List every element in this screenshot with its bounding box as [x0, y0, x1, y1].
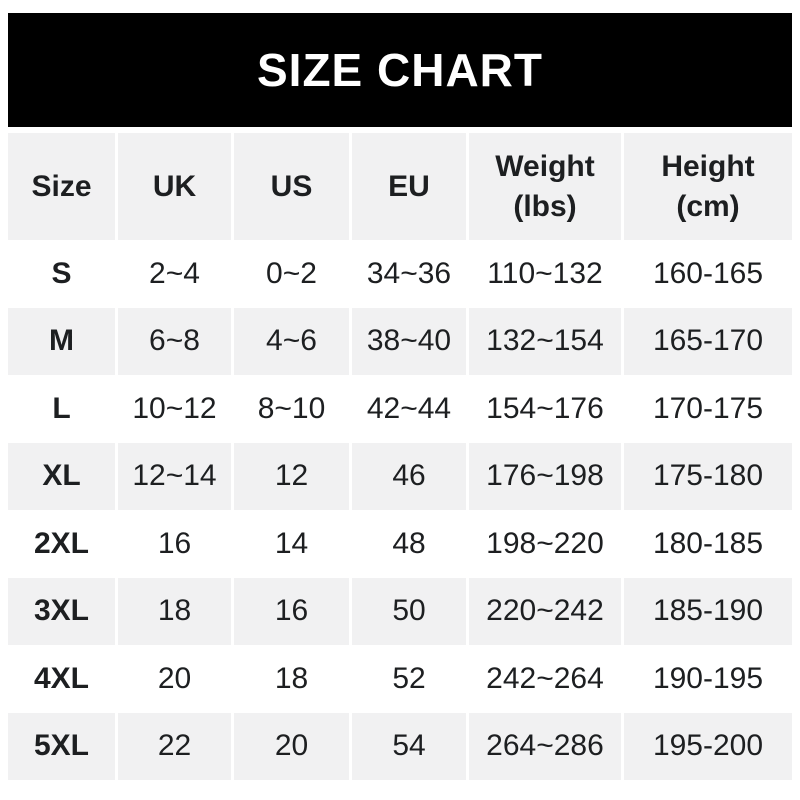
cell-height: 165-170: [624, 307, 792, 375]
cell-us: 0~2: [266, 256, 317, 290]
cell-height: 160-165: [652, 256, 764, 290]
cell-uk: 16: [157, 526, 192, 560]
cell-eu: 48: [392, 526, 426, 560]
header-cell-height: Height (cm): [624, 133, 792, 240]
cell-us: 20: [234, 712, 349, 780]
cell-size: 2XL: [33, 526, 90, 560]
header-cell-us: US: [234, 133, 349, 240]
cell-size: 3XL: [8, 577, 115, 645]
cell-weight: 220~242: [469, 577, 621, 645]
cell-eu: 46: [352, 442, 466, 510]
table-row: L 10~12 8~10 42~44 154~176 170-175: [8, 375, 792, 443]
cell-height: 185-190: [624, 577, 792, 645]
table-row: M 6~8 4~6 38~40 132~154 165-170: [8, 307, 792, 375]
cell-uk: 18: [118, 577, 231, 645]
cell-weight: 198~220: [486, 526, 604, 560]
header-label: Size: [31, 169, 92, 203]
cell-uk: 20: [157, 661, 192, 695]
cell-size: 4XL: [33, 661, 90, 695]
cell-eu: 34~36: [366, 256, 452, 290]
cell-size: XL: [8, 442, 115, 510]
cell-weight: 154~176: [486, 391, 604, 425]
header-label: Height: [661, 149, 755, 183]
header-cell-size: Size: [8, 133, 115, 240]
cell-height: 170-175: [652, 391, 764, 425]
cell-size: L: [52, 391, 71, 425]
cell-us: 8~10: [257, 391, 326, 425]
header-sublabel: (lbs): [513, 189, 577, 223]
cell-eu: 52: [392, 661, 426, 695]
header-label: US: [270, 169, 313, 203]
table-row: 3XL 18 16 50 220~242 185-190: [8, 577, 792, 645]
cell-weight: 176~198: [469, 442, 621, 510]
table-row: XL 12~14 12 46 176~198 175-180: [8, 442, 792, 510]
cell-height: 190-195: [652, 661, 764, 695]
cell-uk: 10~12: [132, 391, 217, 425]
cell-size: 5XL: [8, 712, 115, 780]
cell-weight: 110~132: [487, 256, 603, 290]
table-header-row: Size UK US EU Weight (lbs) Height (cm): [8, 133, 792, 240]
cell-us: 14: [274, 526, 309, 560]
cell-size: M: [8, 307, 115, 375]
cell-eu: 50: [352, 577, 466, 645]
cell-height: 180-185: [652, 526, 764, 560]
table-body: S 2~4 0~2 34~36 110~132 160-165 M 6~8 4~…: [8, 240, 792, 780]
cell-uk: 6~8: [118, 307, 231, 375]
cell-us: 4~6: [234, 307, 349, 375]
header-label: EU: [388, 169, 430, 203]
cell-eu: 54: [352, 712, 466, 780]
cell-eu: 38~40: [352, 307, 466, 375]
table-row: 5XL 22 20 54 264~286 195-200: [8, 712, 792, 780]
cell-height: 175-180: [624, 442, 792, 510]
cell-us: 18: [274, 661, 309, 695]
cell-us: 16: [234, 577, 349, 645]
cell-us: 12: [234, 442, 349, 510]
header-cell-uk: UK: [118, 133, 231, 240]
cell-uk: 2~4: [149, 256, 200, 290]
cell-weight: 132~154: [469, 307, 621, 375]
cell-weight: 242~264: [486, 661, 604, 695]
cell-weight: 264~286: [469, 712, 621, 780]
header-cell-weight: Weight (lbs): [469, 133, 621, 240]
cell-uk: 12~14: [118, 442, 231, 510]
cell-uk: 22: [118, 712, 231, 780]
size-chart-banner: SIZE CHART: [8, 13, 792, 127]
header-label: UK: [152, 169, 197, 203]
header-cell-eu: EU: [352, 133, 466, 240]
header-sublabel: (cm): [676, 189, 740, 223]
table-row: 4XL 20 18 52 242~264 190-195: [8, 645, 792, 713]
cell-height: 195-200: [624, 712, 792, 780]
table-row: S 2~4 0~2 34~36 110~132 160-165: [8, 240, 792, 308]
size-table: Size UK US EU Weight (lbs) Height (cm): [8, 133, 792, 780]
page-title: SIZE CHART: [257, 44, 543, 96]
cell-eu: 42~44: [366, 391, 452, 425]
header-label: Weight: [495, 149, 595, 183]
table-row: 2XL 16 14 48 198~220 180-185: [8, 510, 792, 578]
cell-size: S: [51, 256, 72, 290]
